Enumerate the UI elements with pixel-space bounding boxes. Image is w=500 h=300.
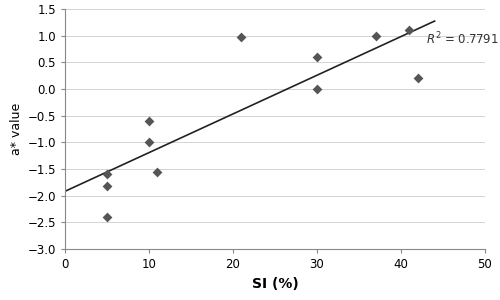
Text: $R^2$ = 0.7791: $R^2$ = 0.7791 [426, 31, 499, 47]
Point [103, 214, 111, 219]
Point [406, 28, 413, 33]
Point [154, 169, 162, 174]
Point [372, 33, 380, 38]
Point [145, 140, 153, 145]
Y-axis label: a* value: a* value [10, 103, 24, 155]
Point [238, 35, 246, 40]
Point [414, 76, 422, 81]
X-axis label: SI (%): SI (%) [252, 277, 298, 291]
Point [103, 172, 111, 177]
Point [103, 184, 111, 188]
Point [313, 55, 321, 59]
Point [145, 118, 153, 123]
Point [313, 87, 321, 92]
